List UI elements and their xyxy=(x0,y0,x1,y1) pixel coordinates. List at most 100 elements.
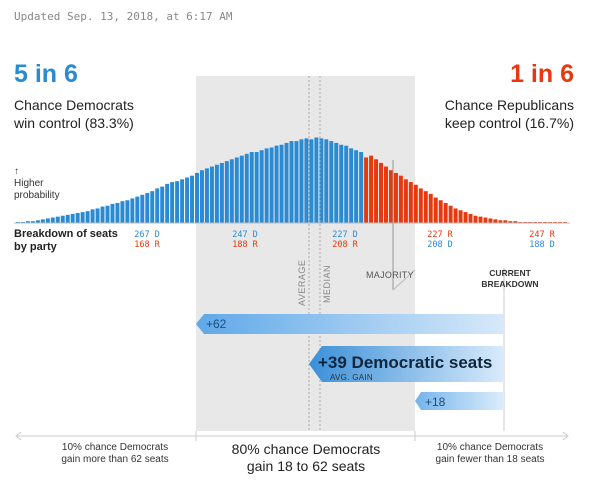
bar-191d xyxy=(493,219,498,223)
bar-210d xyxy=(398,175,403,223)
seat-label-4-r: 227 R xyxy=(427,230,453,240)
gain-18-arrow xyxy=(415,392,504,410)
bar-241d xyxy=(244,153,249,223)
bar-268d xyxy=(110,203,115,223)
majority-connector xyxy=(392,269,416,291)
updated-timestamp: Updated Sep. 13, 2018, at 6:17 AM xyxy=(14,10,233,23)
seat-label-5-d: 188 D xyxy=(529,240,555,250)
bar-231d xyxy=(294,141,299,223)
bar-233d xyxy=(284,142,289,223)
bar-205d xyxy=(423,191,428,223)
bar-234d xyxy=(279,144,284,223)
bottom-right-line2: gain fewer than 18 seats xyxy=(435,454,545,465)
bar-260d xyxy=(150,191,155,223)
bar-256d xyxy=(170,182,175,223)
bar-213d xyxy=(384,166,388,223)
bar-278d xyxy=(60,215,65,223)
bar-258d xyxy=(160,186,165,223)
bar-216d xyxy=(369,155,374,223)
bar-247d xyxy=(214,164,219,223)
seat-label-1-r: 168 R xyxy=(134,240,160,250)
bar-275d xyxy=(75,212,80,223)
bar-285d xyxy=(25,221,30,223)
bar-267d xyxy=(115,202,120,223)
bar-222d xyxy=(339,144,344,223)
avg-gain-label: +39 Democratic seats xyxy=(318,353,493,372)
bar-266d xyxy=(120,201,125,223)
bottom-mid-text: 80% chance Democrats gain 18 to 62 seats xyxy=(206,441,406,475)
dem-odds: 5 in 6 xyxy=(14,60,78,88)
bar-281d xyxy=(45,218,50,223)
bar-226d xyxy=(319,138,324,223)
bar-250d xyxy=(200,170,204,223)
seat-label-3: 227 D 208 R xyxy=(325,230,365,250)
bar-265d xyxy=(125,200,130,223)
bar-206d xyxy=(418,188,423,223)
bar-259d xyxy=(155,188,160,223)
majority-label: MAJORITY xyxy=(366,270,414,280)
bar-253d xyxy=(185,177,190,223)
bar-189d xyxy=(503,220,508,223)
distribution-bars xyxy=(16,137,567,223)
bar-249d xyxy=(204,168,209,223)
bar-228d xyxy=(309,139,314,223)
median-label: MEDIAN xyxy=(322,264,332,303)
bar-263d xyxy=(135,196,140,223)
bar-197d xyxy=(463,212,468,223)
bottom-mid-line1: 80% chance Democrats xyxy=(231,441,381,457)
bar-274d xyxy=(80,212,85,223)
bar-246d xyxy=(219,162,224,223)
gain-39-arrow xyxy=(309,346,504,382)
bottom-axis-left-arrow xyxy=(15,431,22,441)
bar-223d xyxy=(334,142,339,223)
seat-label-3-r: 208 R xyxy=(332,240,358,250)
seat-label-3-d: 227 D xyxy=(332,230,358,240)
dem-chance-line1: Chance Democrats xyxy=(14,97,134,113)
bottom-left-text: 10% chance Democrats gain more than 62 s… xyxy=(50,442,180,466)
breakdown-line2: by party xyxy=(14,241,57,253)
bar-219d xyxy=(354,150,359,223)
probability-label: ↑ Higher probability xyxy=(14,166,60,202)
bar-272d xyxy=(90,209,95,223)
bar-244d xyxy=(229,159,234,223)
bar-255d xyxy=(175,181,180,223)
bar-284d xyxy=(30,221,35,223)
bar-202d xyxy=(438,200,443,223)
bar-212d xyxy=(388,170,393,223)
bottom-axis-right-arrow xyxy=(562,431,569,441)
bar-200d xyxy=(448,205,453,223)
seat-label-2-d: 247 D xyxy=(232,230,258,240)
bar-192d xyxy=(488,218,493,223)
bar-238d xyxy=(259,150,264,223)
bar-203d xyxy=(433,197,438,223)
bar-273d xyxy=(85,211,90,223)
bar-261d xyxy=(145,192,150,223)
bar-235d xyxy=(274,145,279,223)
bar-227d xyxy=(314,137,319,223)
bar-269d xyxy=(105,205,110,223)
bar-276d xyxy=(70,213,75,223)
bar-283d xyxy=(35,220,40,223)
bar-188d xyxy=(508,221,513,223)
seat-label-5-r: 247 R xyxy=(529,230,555,240)
bar-195d xyxy=(473,215,478,223)
bottom-left-line2: gain more than 62 seats xyxy=(61,454,169,465)
bar-240d xyxy=(249,152,254,223)
bar-190d xyxy=(498,220,503,223)
bar-251d xyxy=(195,172,199,223)
bar-232d xyxy=(289,141,294,223)
rep-chance-line2: keep control (16.7%) xyxy=(444,115,574,131)
rep-odds: 1 in 6 xyxy=(510,60,574,88)
bar-199d xyxy=(453,208,458,223)
current-line1: CURRENT xyxy=(489,268,531,278)
seat-label-1: 267 D 168 R xyxy=(127,230,167,250)
bar-187d xyxy=(513,221,518,223)
probability-line1: Higher xyxy=(14,178,44,189)
bar-271d xyxy=(95,208,100,223)
bar-198d xyxy=(458,210,463,223)
bar-218d xyxy=(359,152,364,223)
bar-214d xyxy=(379,162,383,223)
bar-242d xyxy=(239,155,244,223)
seat-label-2-r: 188 R xyxy=(232,240,258,250)
